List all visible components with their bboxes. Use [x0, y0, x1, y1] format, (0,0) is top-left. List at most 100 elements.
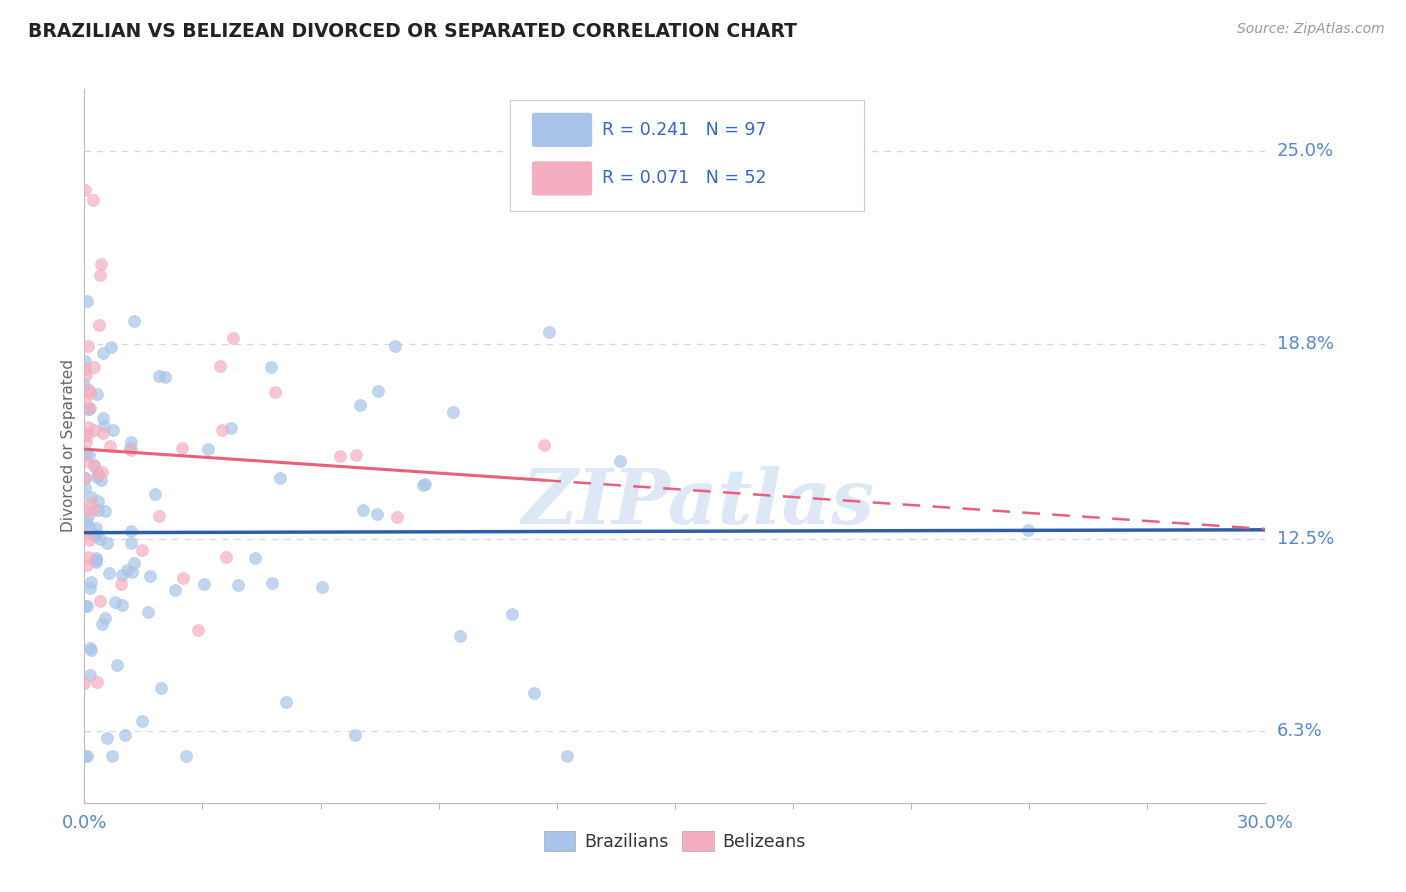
Point [153, 369, 176, 384]
Point [89, 533, 111, 547]
Point [83, 360, 105, 375]
Point [76, 550, 98, 565]
Point [73, 378, 96, 392]
Legend: Brazilians, Belizeans: Brazilians, Belizeans [544, 831, 806, 851]
Point [90, 473, 112, 487]
Point [76, 599, 98, 614]
Text: R = 0.241   N = 97: R = 0.241 N = 97 [602, 121, 766, 139]
Point [139, 569, 162, 583]
Point [73, 481, 96, 495]
Point [77, 402, 100, 417]
Point [76, 420, 98, 434]
Point [87, 503, 110, 517]
Point [83, 458, 105, 473]
Point [260, 576, 283, 591]
Point [441, 405, 464, 419]
Point [83, 529, 105, 543]
Point [90, 465, 112, 479]
Point [269, 471, 291, 485]
Y-axis label: Divorced or Separated: Divorced or Separated [60, 359, 76, 533]
Point [73, 427, 96, 442]
Point [80, 642, 103, 657]
Point [311, 580, 333, 594]
Point [352, 503, 374, 517]
Text: R = 0.071   N = 52: R = 0.071 N = 52 [602, 169, 766, 187]
Point [79, 386, 101, 401]
Point [91, 346, 114, 360]
Point [523, 686, 546, 700]
Point [533, 438, 555, 452]
Point [415, 476, 437, 491]
Point [86, 521, 108, 535]
Point [79, 668, 101, 682]
Point [172, 572, 194, 586]
Point [94, 504, 117, 518]
Text: 18.8%: 18.8% [1277, 334, 1333, 352]
Text: 6.3%: 6.3% [1277, 723, 1322, 740]
Point [174, 749, 197, 764]
Text: Source: ZipAtlas.com: Source: ZipAtlas.com [1237, 22, 1385, 37]
Point [75, 435, 97, 450]
Point [222, 331, 245, 345]
Point [120, 434, 142, 449]
Point [96, 731, 118, 745]
Point [124, 314, 146, 328]
Point [83, 423, 105, 437]
Point [385, 509, 408, 524]
Point [104, 594, 127, 608]
Point [89, 593, 111, 607]
Point [111, 567, 134, 582]
Point [150, 681, 173, 696]
Point [77, 520, 100, 534]
Point [122, 557, 145, 571]
Point [211, 423, 233, 437]
Point [366, 507, 388, 521]
Text: 12.5%: 12.5% [1277, 530, 1334, 548]
Text: BRAZILIAN VS BELIZEAN DIVORCED OR SEPARATED CORRELATION CHART: BRAZILIAN VS BELIZEAN DIVORCED OR SEPARA… [28, 22, 797, 41]
Point [148, 369, 170, 384]
Point [89, 268, 111, 282]
Point [86, 675, 108, 690]
Point [100, 340, 122, 354]
Point [73, 526, 96, 541]
Point [82, 193, 104, 207]
Point [76, 428, 98, 442]
Point [501, 607, 523, 621]
Point [343, 728, 366, 742]
FancyBboxPatch shape [509, 100, 863, 211]
Point [76, 294, 98, 309]
Point [115, 563, 138, 577]
Point [87, 318, 110, 333]
Point [77, 448, 100, 462]
Point [329, 450, 352, 464]
Point [131, 714, 153, 729]
Point [73, 503, 96, 517]
Point [172, 442, 194, 456]
Point [86, 387, 108, 401]
Point [367, 384, 389, 399]
Point [131, 543, 153, 558]
Point [449, 629, 471, 643]
Point [114, 728, 136, 742]
Point [264, 384, 287, 399]
Point [77, 339, 100, 353]
Point [77, 533, 100, 548]
FancyBboxPatch shape [531, 161, 592, 195]
Point [90, 257, 112, 271]
Point [75, 470, 97, 484]
Point [111, 598, 134, 612]
Point [209, 359, 232, 373]
Point [80, 490, 103, 504]
Point [384, 339, 406, 353]
Point [120, 536, 142, 550]
Point [87, 467, 110, 481]
Point [87, 467, 110, 482]
Point [98, 566, 121, 580]
Point [75, 454, 97, 468]
Point [79, 640, 101, 655]
Point [110, 576, 132, 591]
Point [96, 536, 118, 550]
Point [75, 471, 97, 485]
Point [75, 447, 97, 461]
Point [197, 442, 219, 456]
